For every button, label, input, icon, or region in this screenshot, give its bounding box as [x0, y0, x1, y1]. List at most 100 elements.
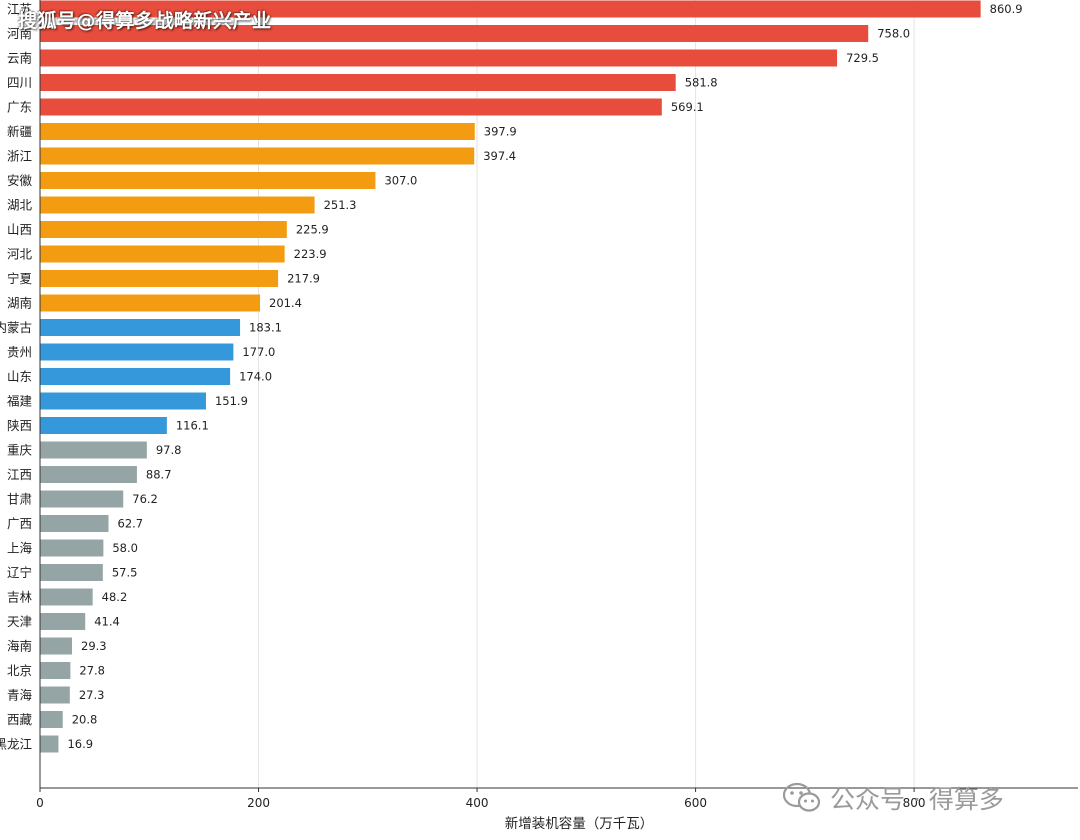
data-label: 860.9 — [990, 2, 1023, 16]
data-label: 29.3 — [81, 639, 107, 653]
bar-28 — [40, 662, 71, 679]
bar-14 — [40, 319, 241, 336]
bar-30 — [40, 711, 63, 728]
bar-6 — [40, 123, 475, 140]
x-tick-label: 600 — [684, 796, 707, 810]
data-label: 225.9 — [296, 223, 329, 237]
data-label: 183.1 — [249, 321, 282, 335]
bar-11 — [40, 245, 285, 263]
bar-7 — [40, 147, 475, 165]
data-label: 251.3 — [324, 198, 357, 212]
data-label: 397.4 — [483, 149, 516, 163]
category-label: 云南 — [7, 51, 32, 66]
category-label: 湖北 — [7, 198, 33, 213]
category-label: 内蒙古 — [0, 320, 32, 335]
category-label: 西藏 — [7, 712, 33, 727]
category-label: 福建 — [7, 394, 33, 409]
x-tick-label: 200 — [247, 796, 270, 810]
bar-4 — [40, 74, 676, 91]
category-label: 吉林 — [7, 590, 33, 605]
category-label: 黑龙江 — [0, 737, 32, 752]
bar-12 — [40, 270, 279, 287]
data-label: 58.0 — [112, 541, 138, 555]
bar-26 — [40, 613, 86, 630]
data-label: 62.7 — [118, 517, 144, 531]
bar-15 — [40, 343, 234, 361]
data-label: 201.4 — [269, 296, 302, 310]
data-label: 16.9 — [67, 737, 93, 751]
watermark-sohu: 搜狐号@得算多战略新兴产业 — [18, 10, 272, 32]
bar-17 — [40, 392, 206, 410]
bar-24 — [40, 564, 103, 581]
bar-3 — [40, 49, 838, 67]
watermark-wechat-text: 公众号 · 得算多 — [830, 785, 1004, 814]
category-label: 四川 — [7, 75, 32, 90]
data-label: 41.4 — [94, 615, 120, 629]
bar-16 — [40, 368, 231, 385]
data-label: 151.9 — [215, 394, 248, 408]
data-label: 223.9 — [294, 247, 327, 261]
data-label: 76.2 — [132, 492, 158, 506]
wechat-icon — [782, 782, 821, 812]
data-label: 569.1 — [671, 100, 704, 114]
data-label: 27.3 — [79, 688, 105, 702]
category-label: 江苏 — [7, 2, 32, 17]
category-label: 天津 — [7, 614, 32, 629]
data-label: 27.8 — [79, 664, 105, 678]
category-label: 海南 — [7, 639, 32, 654]
bar-9 — [40, 196, 315, 214]
data-label: 397.9 — [484, 125, 517, 139]
bar-2 — [40, 25, 869, 42]
data-label: 174.0 — [239, 370, 272, 384]
x-tick-label: 400 — [466, 796, 489, 810]
data-label: 581.8 — [685, 76, 718, 90]
bar-5 — [40, 98, 662, 116]
bar-22 — [40, 515, 109, 532]
bar-21 — [40, 490, 124, 508]
data-label: 48.2 — [102, 590, 128, 604]
bar-13 — [40, 294, 261, 312]
data-label: 729.5 — [846, 51, 879, 65]
category-label: 山东 — [7, 369, 32, 384]
category-label: 广东 — [7, 100, 32, 115]
category-label: 浙江 — [7, 149, 32, 164]
category-label: 河南 — [7, 26, 32, 41]
category-label: 山西 — [7, 222, 32, 237]
category-label: 陕西 — [7, 418, 32, 433]
x-tick-label: 0 — [36, 796, 44, 810]
data-label: 57.5 — [112, 566, 138, 580]
data-label: 116.1 — [176, 419, 209, 433]
bar-18 — [40, 417, 167, 434]
data-label: 88.7 — [146, 468, 172, 482]
data-label: 758.0 — [877, 27, 910, 41]
category-label: 新疆 — [7, 124, 32, 139]
bar-1 — [40, 0, 981, 18]
bar-31 — [40, 735, 59, 753]
category-label: 河北 — [7, 247, 33, 262]
category-label: 青海 — [7, 688, 33, 703]
category-label: 北京 — [7, 663, 32, 678]
x-tick-label: 800 — [903, 796, 926, 810]
category-label: 重庆 — [7, 443, 33, 458]
category-label: 安徽 — [7, 173, 33, 188]
category-label: 江西 — [7, 467, 32, 482]
data-label: 307.0 — [384, 174, 417, 188]
watermark-wechat: 公众号 · 得算多 — [782, 780, 1004, 816]
category-label: 甘肃 — [7, 492, 32, 507]
bar-20 — [40, 466, 137, 483]
category-label: 辽宁 — [7, 565, 32, 580]
category-label: 贵州 — [7, 345, 32, 360]
data-label: 177.0 — [242, 345, 275, 359]
data-label: 20.8 — [72, 713, 98, 727]
category-label: 上海 — [7, 541, 33, 556]
bar-25 — [40, 588, 93, 606]
category-label: 宁夏 — [7, 271, 33, 286]
x-axis-title: 新增装机容量（万千瓦） — [505, 815, 654, 832]
bar-23 — [40, 539, 104, 557]
category-label: 广西 — [7, 516, 32, 531]
bar-8 — [40, 172, 376, 189]
bar-29 — [40, 686, 70, 704]
data-label: 97.8 — [156, 443, 182, 457]
bar-19 — [40, 441, 147, 459]
